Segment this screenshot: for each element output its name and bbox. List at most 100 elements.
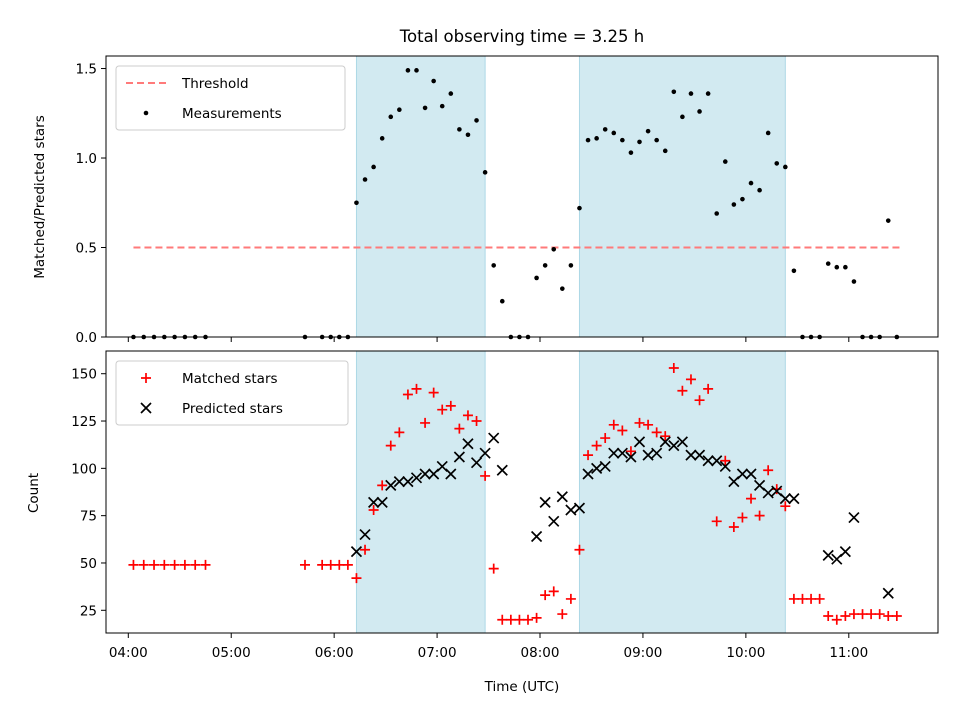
matched-stars-point [454,423,465,434]
measurements-point [757,187,762,193]
predicted-stars-point [488,432,500,444]
matched-stars-point [565,593,576,604]
predicted-stars-point [445,468,457,480]
matched-stars-point [831,614,842,625]
top-observing-window [355,55,486,338]
measurements-point [371,164,376,170]
matched-stars-point [317,559,328,570]
x-tick-label: 11:00 [829,645,868,661]
matched-stars-point [299,559,310,570]
predicted-stars-point [848,511,860,524]
measurements-point [834,264,840,270]
measurements-point [774,161,780,166]
measurements-point [414,68,419,73]
bottom-y-tick-label: 100 [71,461,97,477]
predicted-stars-point [402,475,414,488]
measurements-point [628,150,634,155]
matched-stars-point [788,593,799,604]
legend-label: Threshold [181,76,249,92]
matched-stars-point [625,446,636,457]
measurements-point [714,211,720,216]
matched-stars-point [883,610,894,621]
measurements-point [645,128,651,134]
predicted-stars-point [685,449,697,461]
x-tick-label: 05:00 [212,645,251,661]
matched-stars-point [874,609,885,620]
matched-stars-point [720,455,731,466]
matched-stars-point [891,610,902,621]
matched-stars-point [548,586,559,597]
matched-stars-point [200,559,211,570]
top-y-tick-label: 1.5 [76,62,97,78]
matched-stars-point [685,374,696,385]
matched-stars-point [480,470,491,481]
matched-stars-point [737,512,748,523]
measurements-point [542,263,548,268]
measurements-point [697,109,702,114]
measurements-point [680,114,685,120]
matched-stars-point [857,609,868,620]
predicted-stars-point [633,436,646,448]
predicted-stars-point [882,587,894,599]
chart-title: Total observing time = 3.25 h [399,27,644,46]
bottom-panel: 25 50 75 100 125 150 04:00 05:00 06:00 07:00 08:00… [71,350,939,661]
matched-stars-point [711,516,722,527]
bottom-y-tick-label: 75 [80,509,97,525]
matched-stars-point [531,612,542,623]
predicted-stars-point [702,455,714,467]
x-tick-label: 06:00 [315,645,354,661]
legend-label: Measurements [182,106,282,122]
predicted-stars-point [410,472,423,484]
measurements-point [885,218,891,223]
predicted-stars-point [565,504,577,516]
matched-stars-point [471,416,482,427]
measurements-point [577,205,582,211]
matched-stars-point [368,504,379,515]
matched-stars-point [583,450,594,461]
predicted-stars-point [693,449,706,461]
predicted-stars-point [822,549,834,562]
matched-stars-point [540,590,551,601]
measurements-point [405,68,411,73]
matched-stars-point [445,400,456,411]
bottom-plot-frame [105,350,939,634]
matched-stars-point [428,387,439,398]
predicted-stars-point [779,493,791,505]
measurements-point [620,137,625,143]
measurements-point [783,164,788,170]
top-y-tick-label: 0.0 [76,330,97,346]
predicted-stars-point [591,462,603,474]
matched-stars-point [420,417,431,428]
predicted-stars-point [642,449,654,461]
predicted-stars-point [419,468,431,480]
x-tick-label: 10:00 [726,645,765,661]
predicted-stars-point [668,440,680,452]
matched-stars-point [703,383,714,394]
measurements-point [705,91,711,96]
predicted-stars-point [608,447,620,459]
matched-stars-point [402,389,413,400]
predicted-stars-point [711,455,723,467]
measurements-point [740,196,745,202]
matched-stars-point [377,480,388,491]
predicted-stars-point [556,491,568,503]
measurements-point [560,286,565,291]
x-axis-label: Time (UTC) [484,679,560,695]
predicted-stars-point [573,502,586,514]
predicted-stars-point [359,528,371,541]
matched-stars-point [806,593,817,604]
top-y-tick-label: 1.0 [76,151,97,167]
measurements-point [499,298,505,304]
matched-stars-point [514,614,525,625]
matched-stars-point [138,559,149,570]
matched-stars-point [437,404,448,415]
predicted-stars-point [496,464,508,476]
predicted-stars-point [745,468,757,480]
predicted-stars-point [676,436,688,448]
matched-stars-point [159,559,170,570]
measurements-point [354,200,359,206]
x-tick-label: 09:00 [623,645,662,661]
legend-label: Predicted stars [182,401,283,417]
matched-stars-point [574,544,585,555]
matched-stars-point [360,544,371,555]
